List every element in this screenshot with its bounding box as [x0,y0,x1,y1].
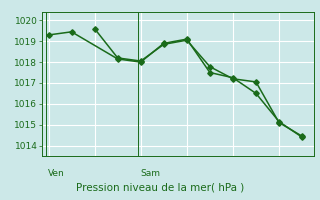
Text: Sam: Sam [140,169,160,178]
Text: Ven: Ven [48,169,65,178]
Text: Pression niveau de la mer( hPa ): Pression niveau de la mer( hPa ) [76,182,244,192]
